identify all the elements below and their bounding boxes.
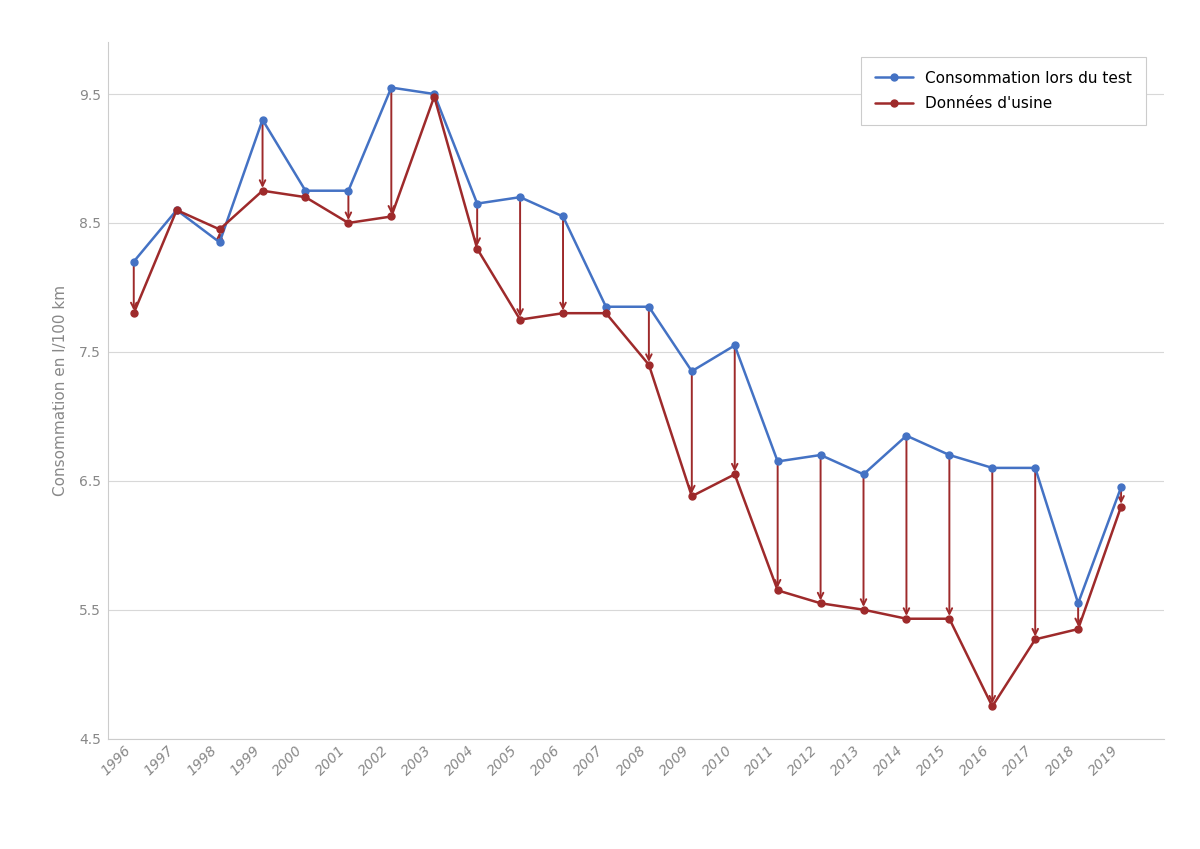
Consommation lors du test — [985, 463, 1000, 473]
Données d'usine — [899, 614, 913, 624]
Consommation lors du test — [212, 237, 227, 247]
Consommation lors du test — [899, 430, 913, 441]
Données d'usine — [256, 186, 270, 196]
Données d'usine — [384, 211, 398, 222]
Données d'usine — [169, 205, 184, 215]
Consommation lors du test — [685, 366, 700, 376]
Données d'usine — [857, 604, 871, 615]
Données d'usine — [985, 701, 1000, 711]
Données d'usine — [642, 360, 656, 370]
Données d'usine — [599, 308, 613, 318]
Consommation lors du test — [642, 301, 656, 312]
Consommation lors du test — [341, 186, 355, 196]
Consommation lors du test — [512, 192, 527, 202]
Données d'usine — [685, 492, 700, 502]
Consommation lors du test — [427, 89, 442, 99]
Données d'usine — [341, 218, 355, 228]
Consommation lors du test — [556, 211, 570, 222]
Y-axis label: Consommation en l/100 km: Consommation en l/100 km — [53, 285, 68, 496]
Données d'usine — [1070, 624, 1085, 634]
Données d'usine — [1028, 634, 1043, 644]
Consommation lors du test — [1114, 482, 1128, 492]
Consommation lors du test — [599, 301, 613, 312]
Consommation lors du test — [384, 82, 398, 93]
Données d'usine — [512, 314, 527, 324]
Consommation lors du test — [1028, 463, 1043, 473]
Consommation lors du test — [470, 199, 485, 209]
Consommation lors du test — [126, 256, 140, 267]
Données d'usine — [727, 469, 742, 480]
Legend: Consommation lors du test, Données d'usine: Consommation lors du test, Données d'usi… — [862, 57, 1146, 126]
Consommation lors du test — [169, 205, 184, 215]
Consommation lors du test — [770, 457, 785, 467]
Données d'usine — [556, 308, 570, 318]
Consommation lors du test — [857, 469, 871, 480]
Consommation lors du test — [299, 186, 313, 196]
Données d'usine — [126, 308, 140, 318]
Données d'usine — [770, 585, 785, 595]
Consommation lors du test — [1070, 599, 1085, 609]
Consommation lors du test — [942, 450, 956, 460]
Line: Données d'usine: Données d'usine — [131, 93, 1124, 710]
Line: Consommation lors du test: Consommation lors du test — [131, 84, 1124, 607]
Données d'usine — [1114, 502, 1128, 512]
Données d'usine — [212, 224, 227, 234]
Consommation lors du test — [256, 115, 270, 125]
Données d'usine — [942, 614, 956, 624]
Données d'usine — [814, 599, 828, 609]
Données d'usine — [299, 192, 313, 202]
Données d'usine — [427, 92, 442, 102]
Données d'usine — [470, 244, 485, 254]
Consommation lors du test — [814, 450, 828, 460]
Consommation lors du test — [727, 340, 742, 351]
